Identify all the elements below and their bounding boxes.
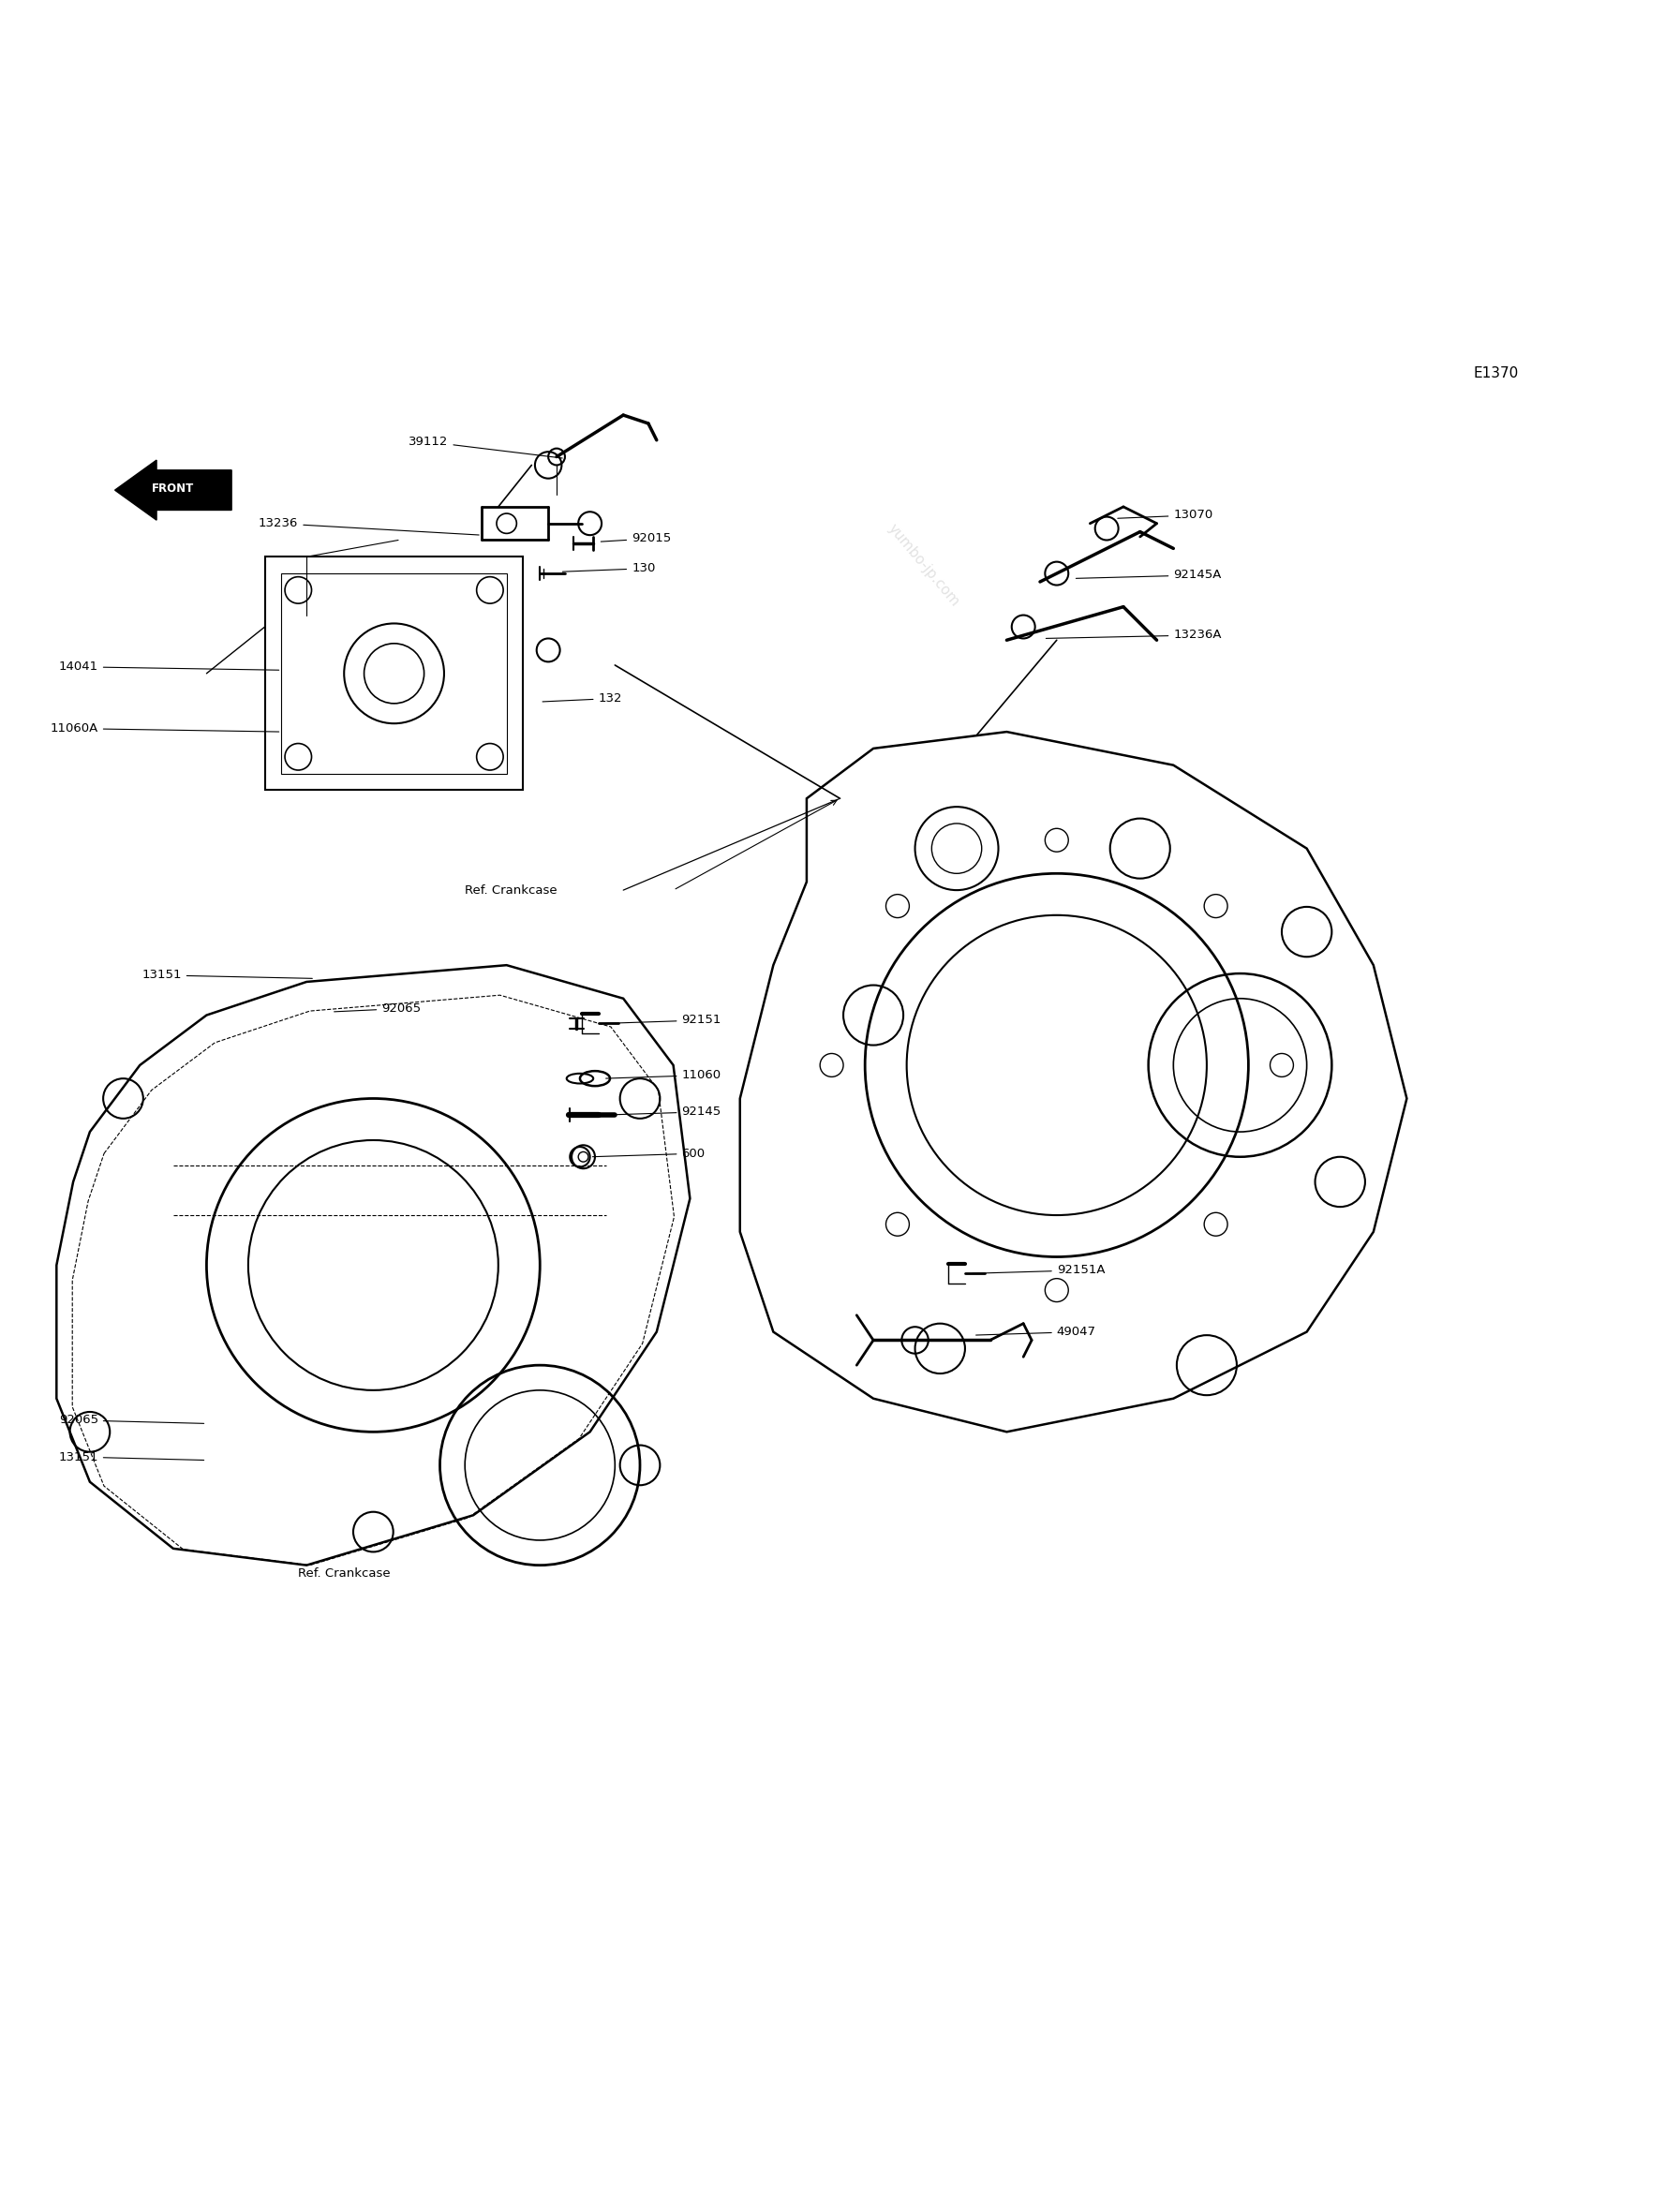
Text: 14041: 14041 <box>59 661 279 672</box>
Text: 92065: 92065 <box>59 1415 203 1426</box>
Bar <box>265 556 522 791</box>
Text: Ref. Crankcase: Ref. Crankcase <box>465 883 558 896</box>
Text: 13151: 13151 <box>141 969 312 982</box>
Text: 132: 132 <box>543 692 622 705</box>
Text: 600: 600 <box>593 1147 706 1160</box>
Polygon shape <box>114 459 232 521</box>
Text: yumbo-jp.com: yumbo-jp.com <box>1168 1022 1245 1109</box>
Text: 13070: 13070 <box>1117 510 1213 521</box>
Text: 92015: 92015 <box>601 532 672 545</box>
Text: yumbo-jp.com: yumbo-jp.com <box>334 1022 412 1109</box>
Text: 92145A: 92145A <box>1075 569 1221 582</box>
Text: 92151: 92151 <box>606 1015 721 1026</box>
Bar <box>282 573 507 773</box>
Text: 11060A: 11060A <box>50 723 279 734</box>
Text: 130: 130 <box>563 562 655 576</box>
Text: 92065: 92065 <box>334 1002 422 1015</box>
Polygon shape <box>57 964 690 1564</box>
Text: yumbo-jp.com: yumbo-jp.com <box>885 521 963 609</box>
Text: 13236A: 13236A <box>1047 628 1221 642</box>
Text: 92145: 92145 <box>601 1105 721 1118</box>
Text: Ref. Crankcase: Ref. Crankcase <box>299 1566 391 1580</box>
Text: 13151: 13151 <box>59 1450 203 1463</box>
Text: 13236: 13236 <box>259 518 479 534</box>
Text: 49047: 49047 <box>976 1325 1095 1338</box>
Text: 92151A: 92151A <box>973 1263 1105 1276</box>
Text: FRONT: FRONT <box>151 483 195 494</box>
Polygon shape <box>739 732 1406 1432</box>
Text: 11060: 11060 <box>606 1070 721 1081</box>
Text: 39112: 39112 <box>408 435 563 459</box>
Text: E1370: E1370 <box>1473 367 1519 380</box>
